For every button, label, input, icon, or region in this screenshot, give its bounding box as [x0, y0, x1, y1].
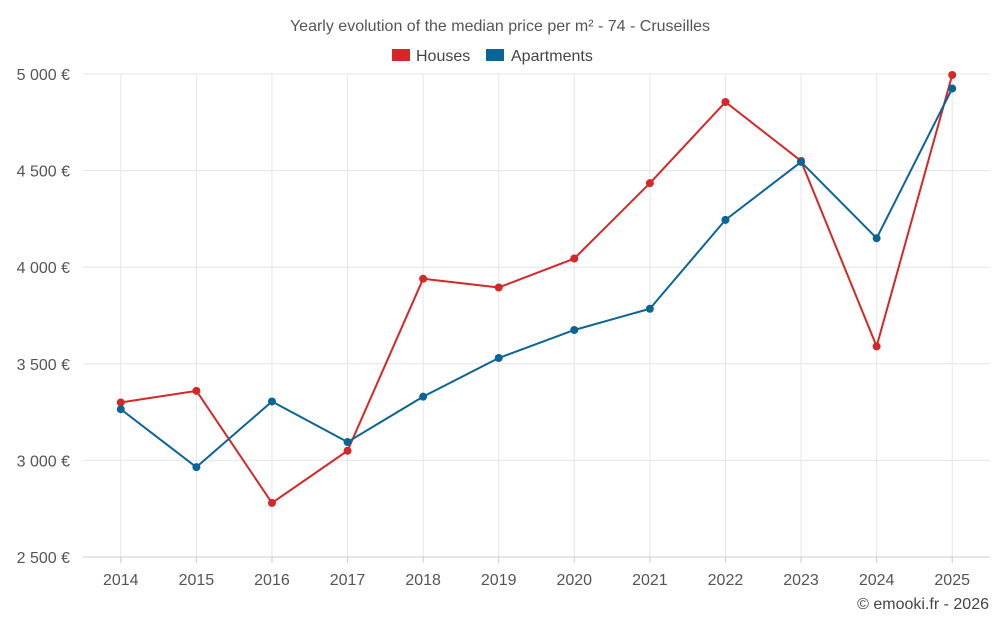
data-point-apartments[interactable] — [948, 84, 957, 93]
data-point-apartments[interactable] — [797, 157, 806, 166]
x-tick-label: 2025 — [934, 572, 970, 589]
chart-title: Yearly evolution of the median price per… — [290, 18, 710, 35]
data-point-houses[interactable] — [494, 283, 503, 292]
y-tick-label: 2 500 € — [17, 550, 70, 567]
x-tick-label: 2017 — [330, 572, 366, 589]
legend-item-houses[interactable]: Houses — [392, 48, 470, 65]
x-tick-label: 2023 — [783, 572, 819, 589]
data-point-apartments[interactable] — [494, 354, 503, 363]
data-point-houses[interactable] — [116, 398, 125, 407]
data-point-apartments[interactable] — [267, 397, 276, 406]
data-point-apartments[interactable] — [721, 215, 730, 224]
series-apartments — [116, 84, 957, 472]
data-point-houses[interactable] — [948, 70, 957, 79]
data-point-houses[interactable] — [267, 498, 276, 507]
data-point-apartments[interactable] — [419, 392, 428, 401]
x-tick-label: 2018 — [405, 572, 441, 589]
legend[interactable]: Houses Apartments — [392, 48, 593, 65]
legend-item-apartments[interactable]: Apartments — [486, 48, 593, 65]
credit-text: © emooki.fr - 2026 — [857, 596, 989, 613]
x-tick-label: 2022 — [708, 572, 744, 589]
x-tick-label: 2020 — [556, 572, 592, 589]
x-tick-label: 2021 — [632, 572, 668, 589]
legend-label-apartments: Apartments — [511, 48, 593, 65]
legend-label-houses: Houses — [416, 48, 470, 65]
data-point-houses[interactable] — [721, 98, 730, 107]
x-tick-label: 2015 — [179, 572, 215, 589]
y-tick-label: 4 500 € — [17, 164, 70, 181]
data-point-houses[interactable] — [192, 386, 201, 395]
data-point-apartments[interactable] — [872, 234, 881, 243]
data-point-apartments[interactable] — [645, 304, 654, 313]
x-axis-ticks: 2014 2015 2016 2017 2018 2019 2020 2021 2022 2023… — [103, 557, 970, 589]
data-point-apartments[interactable] — [343, 438, 352, 447]
grid — [83, 73, 990, 558]
series-line-houses — [120, 74, 954, 504]
y-tick-label: 5 000 € — [17, 67, 70, 84]
series-houses — [116, 70, 957, 507]
x-tick-label: 2019 — [481, 572, 517, 589]
series — [116, 70, 957, 507]
y-tick-label: 4 000 € — [17, 260, 70, 277]
legend-swatch-apartments — [486, 49, 504, 61]
series-line-apartments — [120, 88, 954, 469]
data-point-apartments[interactable] — [192, 463, 201, 472]
data-point-apartments[interactable] — [570, 325, 579, 334]
y-axis-ticks: 2 500 € 3 000 € 3 500 € 4 000 € 4 500 € 5 000… — [17, 67, 70, 567]
y-tick-label: 3 500 € — [17, 357, 70, 374]
data-point-houses[interactable] — [343, 446, 352, 455]
data-point-houses[interactable] — [872, 342, 881, 351]
data-point-houses[interactable] — [570, 254, 579, 263]
data-point-apartments[interactable] — [116, 405, 125, 414]
y-tick-label: 3 000 € — [17, 453, 70, 470]
x-tick-label: 2016 — [254, 572, 290, 589]
data-point-houses[interactable] — [419, 274, 428, 283]
data-point-houses[interactable] — [645, 179, 654, 188]
x-tick-label: 2014 — [103, 572, 139, 589]
legend-swatch-houses — [392, 49, 410, 61]
x-tick-label: 2024 — [859, 572, 895, 589]
